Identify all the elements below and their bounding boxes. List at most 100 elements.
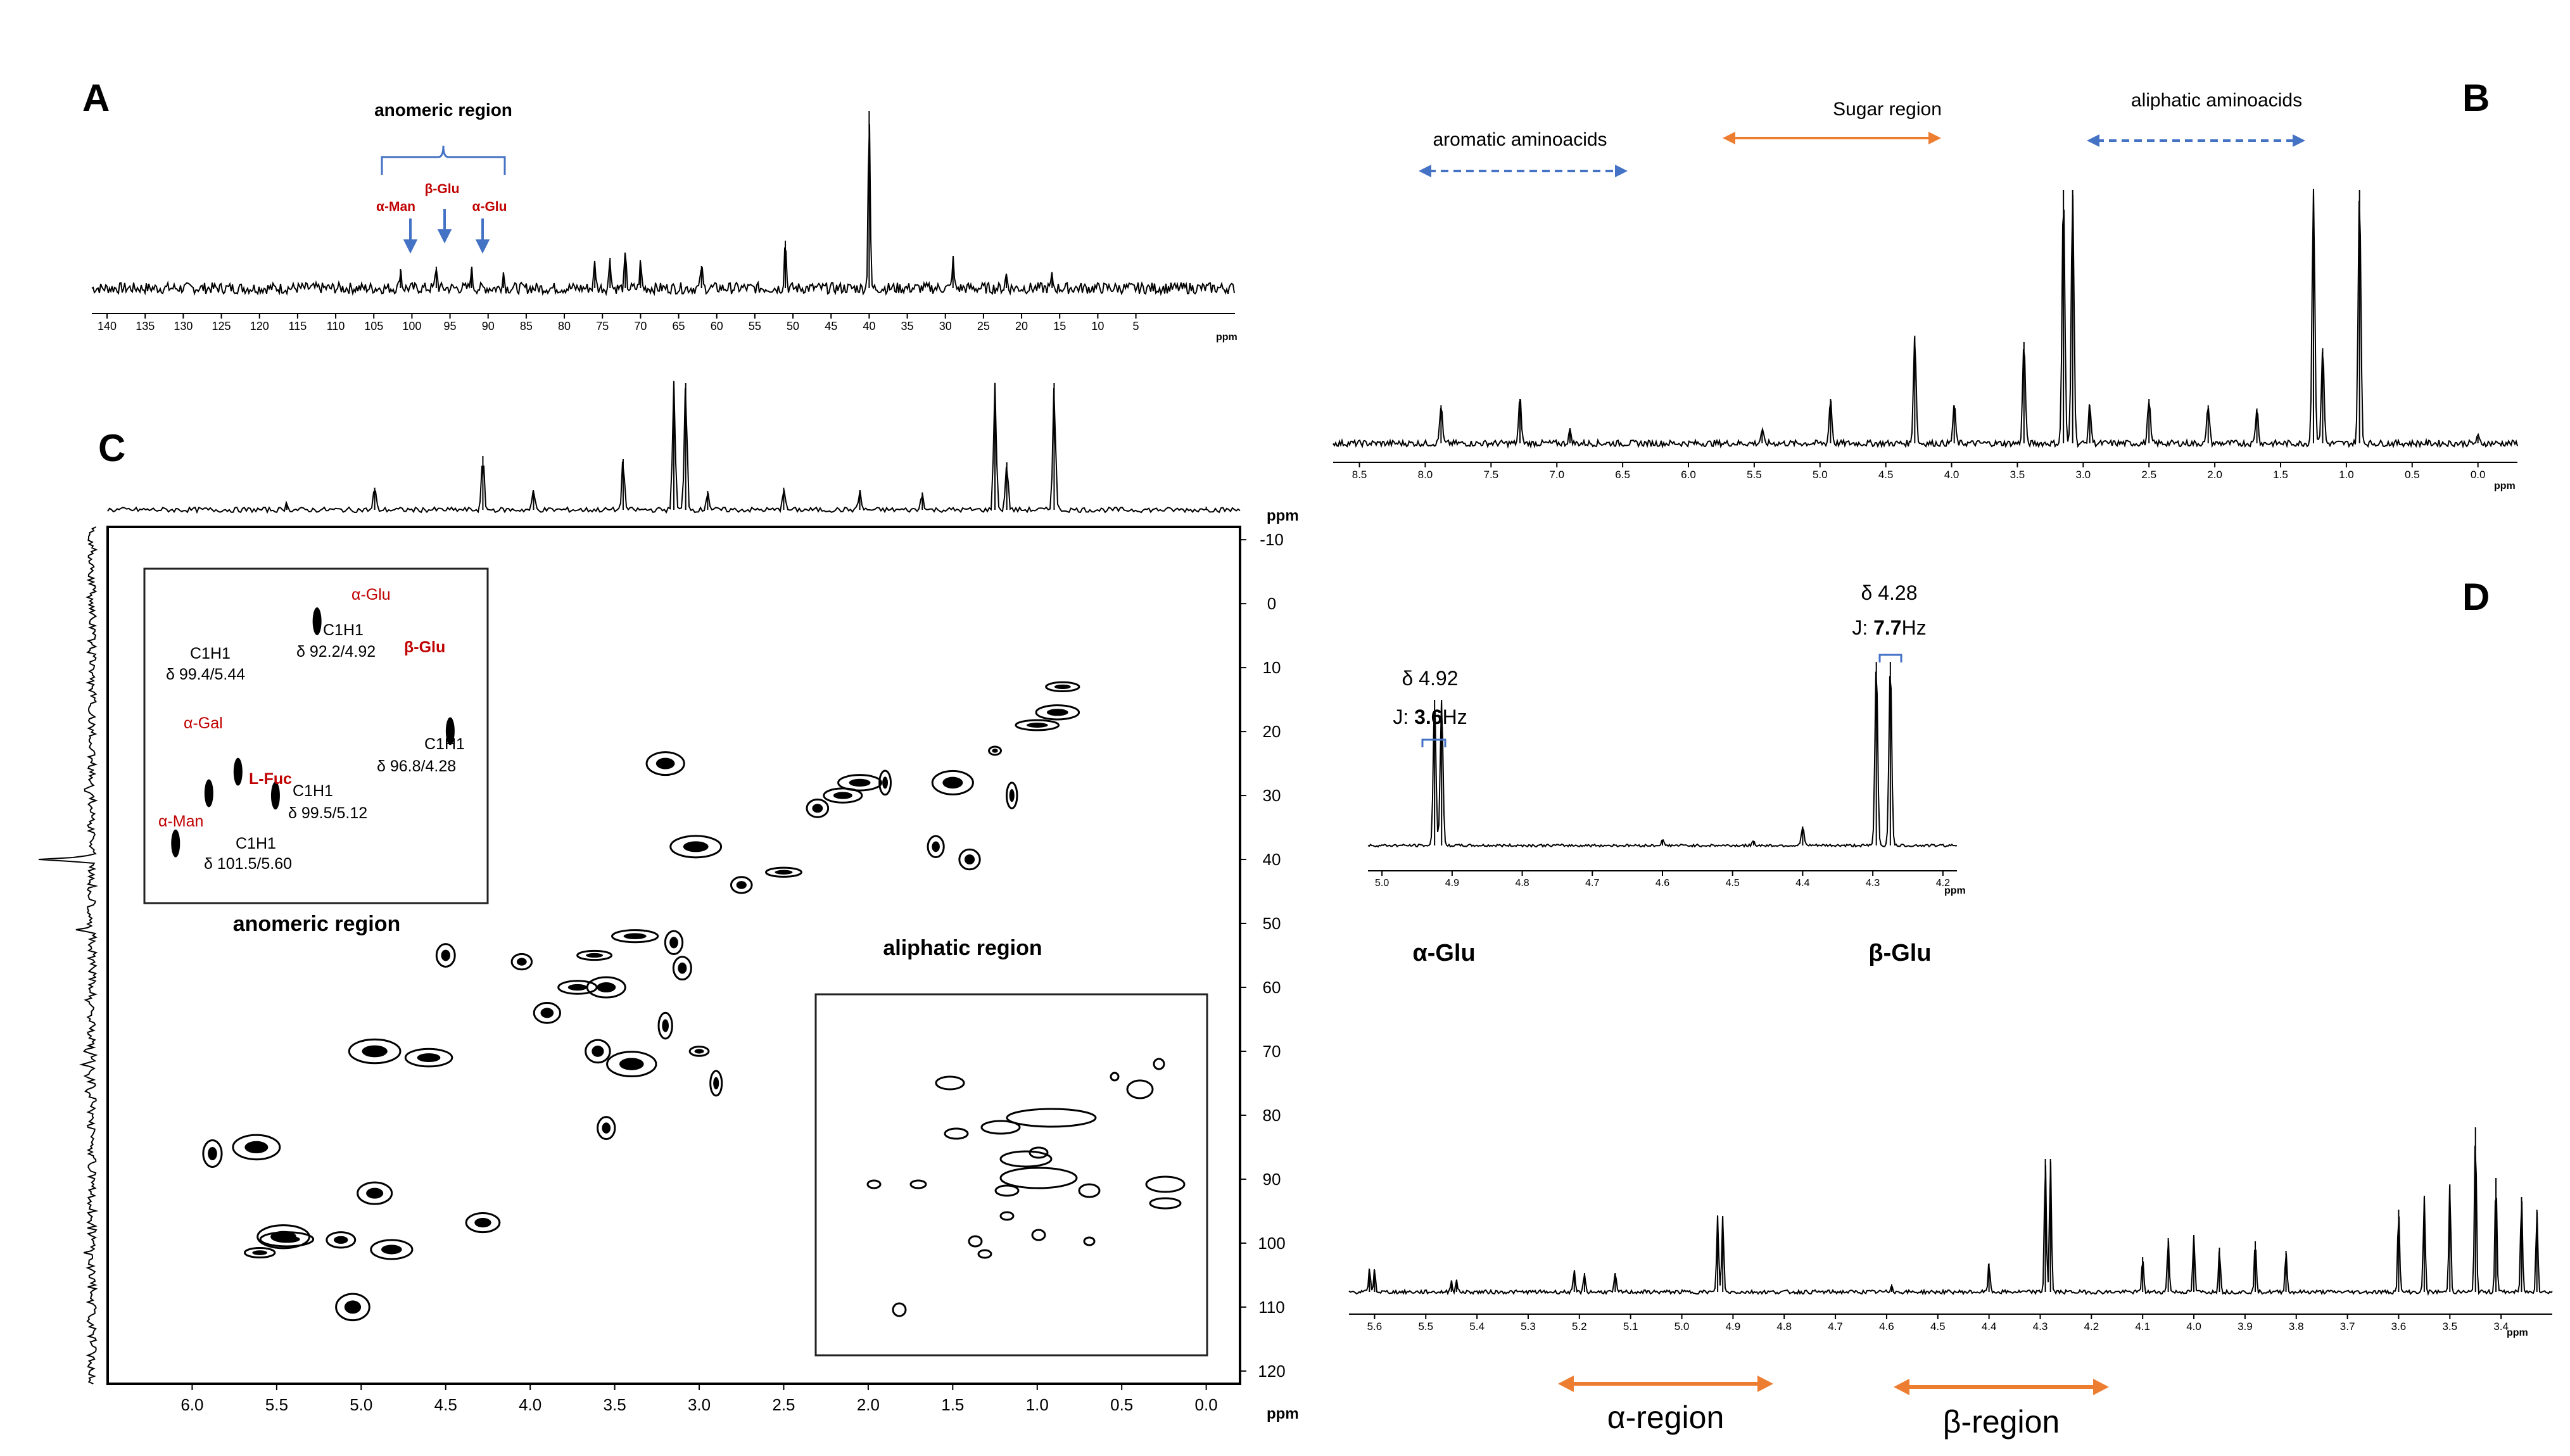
zoom-alpha-j: J: 3.6Hz <box>1393 706 1467 728</box>
y-tick-label: -10 <box>1260 530 1284 549</box>
panel-a-axis-label: ppm <box>1216 332 1238 343</box>
cross-peak-core <box>683 841 709 852</box>
aliphatic-spot <box>977 1249 992 1259</box>
anomeric-spot <box>233 757 243 786</box>
aliphatic-spot <box>999 1167 1078 1189</box>
panel-b-axis-label: ppm <box>2494 481 2516 491</box>
x-tick-label: 65 <box>673 320 685 332</box>
panel-c-top-projection <box>107 381 1241 514</box>
x-tick-label: 90 <box>482 320 495 332</box>
x-tick-label: 5.5 <box>265 1395 288 1414</box>
inset-l-fuc: L-Fuc <box>249 770 292 788</box>
y-tick-label: 70 <box>1263 1042 1281 1061</box>
x-tick-label: 75 <box>596 320 609 332</box>
y-tick-label: 30 <box>1263 786 1281 805</box>
panel-c-left-projection <box>38 526 99 1384</box>
cross-peak <box>335 1293 370 1322</box>
cross-peak <box>1006 782 1018 809</box>
x-tick-label: 4.4 <box>1982 1320 1997 1333</box>
panel-d-label: D <box>2462 576 2490 618</box>
y-tick-label: 20 <box>1263 722 1281 741</box>
x-tick-label: 1.0 <box>1026 1395 1049 1414</box>
x-tick-label: 3.0 <box>2076 469 2091 481</box>
x-tick-label: 7.0 <box>1549 469 1564 481</box>
cross-peak <box>357 1181 393 1205</box>
cross-peak <box>585 1039 611 1064</box>
x-tick-label: 2.0 <box>2207 469 2222 481</box>
cross-peak <box>664 930 684 956</box>
x-tick-label: 70 <box>634 320 647 332</box>
y-tick-label: 120 <box>1258 1362 1285 1381</box>
inset-alpha-glu: α-Glu <box>351 586 391 604</box>
inset-alpha-gal: α-Gal <box>184 714 223 732</box>
x-tick-label: 4.9 <box>1445 878 1459 889</box>
cross-peak-core <box>1009 788 1015 802</box>
cross-peak-core <box>417 1053 441 1062</box>
cross-peak <box>243 1246 276 1259</box>
panel-c-y-axis: -10 0 10 20 30 40 50 60 70 80 90 100 110 120 <box>1240 530 1286 1381</box>
x-tick-label: 4.7 <box>1585 878 1599 889</box>
panel-b-sugar-arrow <box>1723 132 1941 144</box>
panel-d-zoom-spectrum <box>1367 662 1958 848</box>
y-tick-label: 80 <box>1263 1106 1281 1125</box>
zoom-alpha-glu-label: α-Glu <box>1412 940 1475 966</box>
cross-peak-core <box>882 776 889 789</box>
aliphatic-spot <box>944 1127 969 1140</box>
panel-c-x-ppm: ppm <box>1267 1405 1299 1422</box>
cross-peak <box>576 949 613 961</box>
x-tick-label: 6.0 <box>180 1395 203 1414</box>
cross-peak-core <box>678 962 687 974</box>
cross-peak <box>232 1134 281 1161</box>
cross-peak <box>730 876 753 894</box>
panel-a-arrows <box>403 209 490 254</box>
cross-peak <box>806 798 830 818</box>
cross-peak <box>688 1046 710 1057</box>
aliphatic-spot <box>1110 1072 1120 1082</box>
x-tick-label: 4.6 <box>1655 878 1669 889</box>
cross-peak-core <box>833 792 852 799</box>
zoom-alpha-brace <box>1421 738 1446 747</box>
panel-c: C 6.0 5.5 5.0 4.5 4.0 3.5 3.0 2.5 2.0 1.5 1.0 0.5 0.… <box>38 381 1299 1422</box>
cross-peak <box>404 1048 453 1068</box>
x-tick-label: 3.5 <box>604 1395 626 1414</box>
beta-region-label: β-region <box>1943 1404 2060 1440</box>
cross-peak <box>202 1139 223 1168</box>
cross-peak <box>465 1212 501 1234</box>
x-tick-label: 5.0 <box>1674 1320 1690 1333</box>
aliphatic-spot <box>935 1075 965 1091</box>
x-tick-label: 2.5 <box>772 1395 795 1414</box>
cross-peak-core <box>474 1218 491 1228</box>
spectrum-trace <box>1367 671 1958 848</box>
x-tick-label: 3.8 <box>2289 1320 2304 1333</box>
x-tick-label: 115 <box>289 320 307 332</box>
cross-peak-core <box>334 1236 348 1244</box>
x-tick-label: 8.5 <box>1352 469 1367 481</box>
aliphatic-spot <box>994 1184 1020 1197</box>
inset-d-alpha-glu: δ 92.2/4.92 <box>296 643 376 661</box>
x-tick-label: 15 <box>1053 320 1066 332</box>
cross-peak-core <box>516 958 527 966</box>
panel-c-top-ppm: ppm <box>1267 507 1299 524</box>
cross-peak <box>837 774 883 792</box>
x-tick-label: 5.4 <box>1469 1320 1484 1333</box>
cross-peak <box>672 956 692 981</box>
panel-c-cross-peaks <box>202 681 1080 1322</box>
x-tick-label: 4.4 <box>1795 878 1809 889</box>
aliphatic-spot <box>968 1235 983 1248</box>
cross-peak <box>606 1051 657 1078</box>
aliphatic-spot <box>1149 1197 1182 1210</box>
panel-c-x-axis: 6.0 5.5 5.0 4.5 4.0 3.5 3.0 2.5 2.0 1.5 1.0 0.5 0.0 <box>180 1384 1218 1414</box>
cross-peak <box>645 751 685 776</box>
panel-c-anomeric-spots <box>171 607 455 858</box>
panel-a-brace <box>381 145 506 175</box>
x-tick-label: 4.0 <box>2186 1320 2201 1333</box>
x-tick-label: 0.5 <box>2405 469 2420 481</box>
x-tick-label: 35 <box>901 320 914 332</box>
x-tick-label: 125 <box>212 320 231 332</box>
panel-c-aliphatic-spots <box>866 1058 1186 1317</box>
x-tick-label: 3.9 <box>2238 1320 2253 1333</box>
x-tick-label: 5.5 <box>1747 469 1762 481</box>
x-tick-label: 20 <box>1015 320 1028 332</box>
x-tick-label: 4.8 <box>1515 878 1529 889</box>
